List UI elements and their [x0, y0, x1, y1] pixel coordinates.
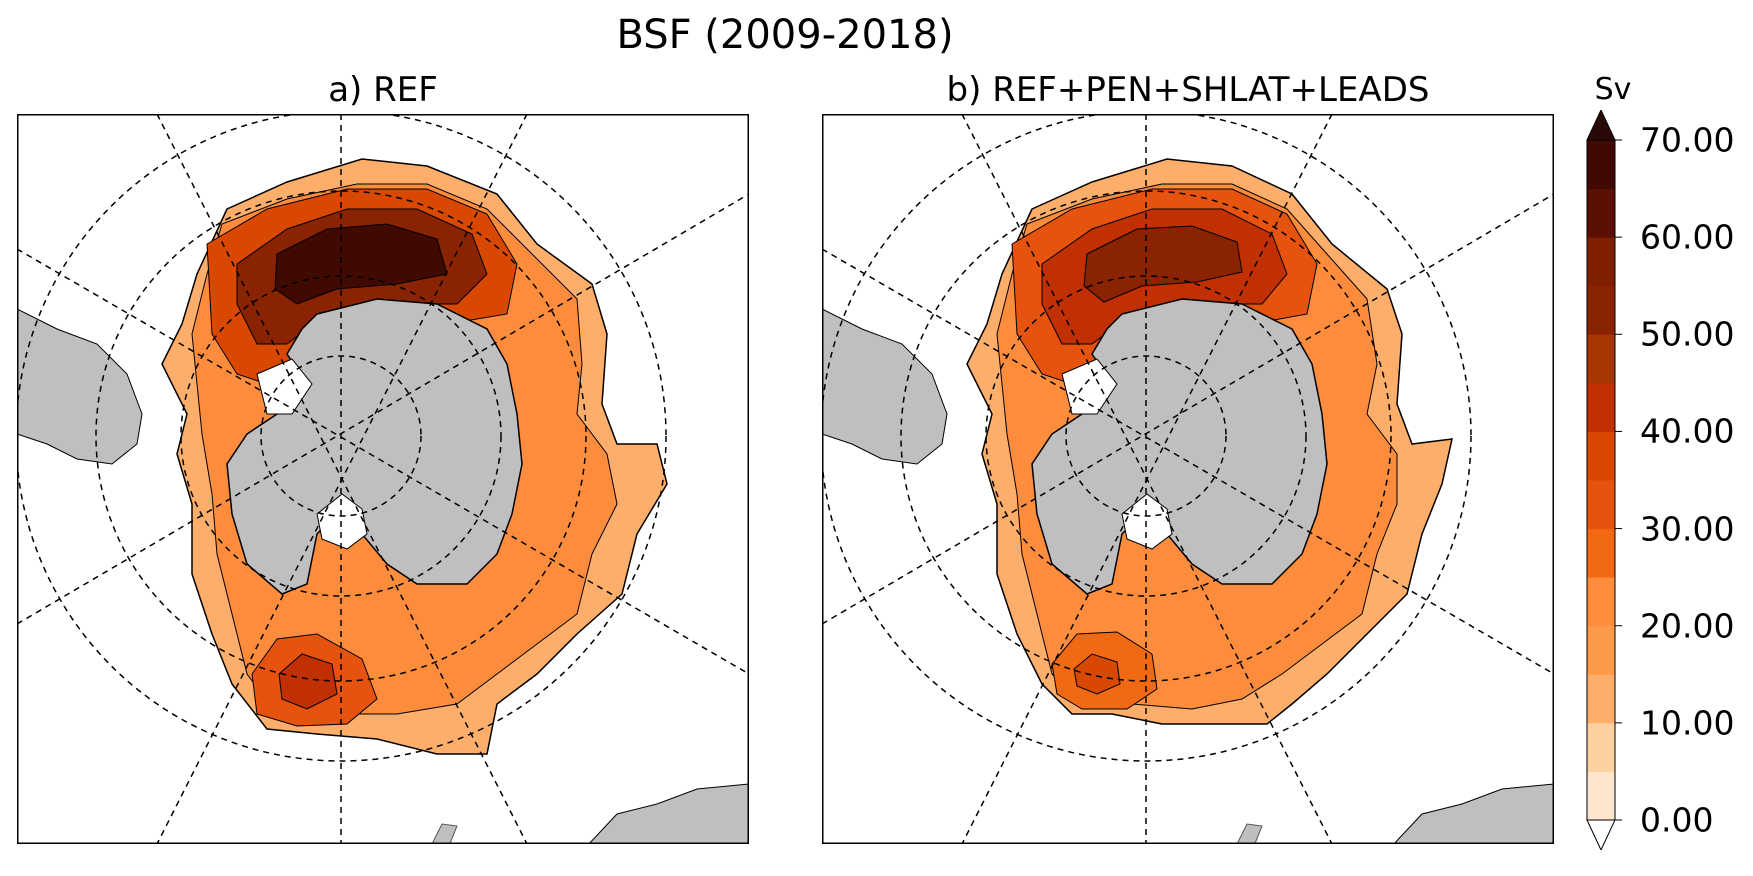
colorbar-level — [1587, 188, 1615, 238]
south-america-landmass — [822, 308, 948, 465]
colorbar-level — [1587, 431, 1615, 481]
colorbar-level — [1587, 334, 1615, 384]
colorbar-level — [1587, 528, 1615, 578]
colorbar-level — [1587, 771, 1615, 821]
bsf-ross-gyre-core — [1083, 225, 1243, 303]
figure-title: BSF (2009-2018) — [616, 12, 954, 58]
ross-ice-shelf — [1121, 493, 1173, 550]
new-zealand-island — [431, 823, 458, 844]
colorbar — [1586, 110, 1622, 850]
colorbar-level — [1587, 285, 1615, 335]
australia-landmass — [588, 783, 749, 844]
south-america-landmass — [17, 308, 143, 465]
map-panel-a — [17, 114, 749, 844]
colorbar-unit: Sv — [1594, 72, 1632, 107]
colorbar-level — [1587, 237, 1615, 287]
bsf-weddell-core — [278, 653, 338, 710]
map-panel-a-svg — [17, 114, 749, 844]
colorbar-level — [1587, 480, 1615, 530]
colorbar-level — [1587, 140, 1615, 190]
ross-ice-shelf — [316, 493, 368, 550]
colorbar-tick-label: 10.00 — [1640, 703, 1735, 743]
colorbar-extend-min — [1586, 819, 1616, 850]
panel-a-title: a) REF — [328, 70, 438, 110]
colorbar-level — [1587, 674, 1615, 724]
graticule — [822, 114, 1554, 844]
colorbar-tick-label: 70.00 — [1640, 120, 1735, 160]
colorbar-level — [1587, 382, 1615, 432]
colorbar-level — [1587, 625, 1615, 675]
colorbar-extend-max — [1586, 110, 1616, 141]
colorbar-tick-label: 20.00 — [1640, 606, 1735, 646]
colorbar-level — [1587, 577, 1615, 627]
panel-b-title: b) REF+PEN+SHLAT+LEADS — [946, 70, 1430, 110]
graticule — [17, 114, 749, 844]
colorbar-tick-label: 30.00 — [1640, 509, 1735, 549]
colorbar-tick-label: 40.00 — [1640, 411, 1735, 451]
australia-landmass — [1393, 783, 1554, 844]
colorbar-tick-label: 60.00 — [1640, 217, 1735, 257]
map-panel-b — [822, 114, 1554, 844]
bsf-weddell-core — [1073, 653, 1121, 695]
new-zealand-island — [1236, 823, 1263, 844]
colorbar-tick-label: 0.00 — [1640, 800, 1714, 840]
colorbar-level — [1587, 722, 1615, 772]
colorbar-tick-label: 50.00 — [1640, 314, 1735, 354]
map-panel-b-svg — [822, 114, 1554, 844]
bsf-ross-gyre-core — [274, 223, 448, 305]
